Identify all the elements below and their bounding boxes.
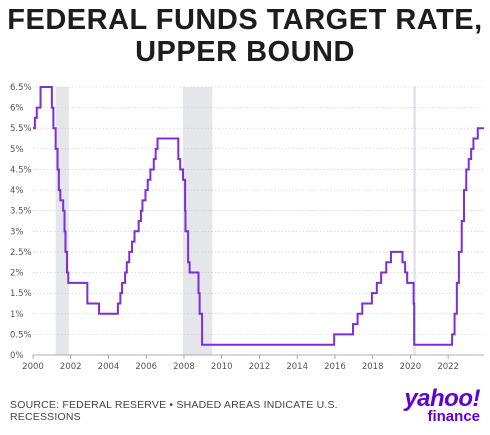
x-tick-label-6: 2012 bbox=[249, 362, 271, 372]
yahoo-finance-logo: yahoo! finance bbox=[404, 385, 480, 425]
source-note: SOURCE: FEDERAL RESERVE • SHADED AREAS I… bbox=[10, 399, 338, 423]
rate-series-line-0 bbox=[33, 86, 484, 346]
y-tick-label-8: 4% bbox=[10, 186, 24, 196]
y-tick-label-12: 6% bbox=[10, 104, 24, 114]
y-tick-label-7: 3.5% bbox=[10, 207, 32, 217]
logo-yahoo-text: yahoo! bbox=[404, 385, 480, 412]
recession-band-1 bbox=[183, 87, 213, 355]
y-tick-label-2: 1% bbox=[10, 310, 24, 320]
x-tick-label-11: 2022 bbox=[437, 362, 459, 372]
y-tick-label-5: 2.5% bbox=[10, 248, 32, 258]
y-tick-label-9: 4.5% bbox=[10, 165, 32, 175]
x-tick-label-5: 2010 bbox=[211, 362, 233, 372]
x-tick-label-2: 2004 bbox=[98, 362, 120, 372]
y-tick-label-1: 0.5% bbox=[10, 330, 32, 340]
logo-finance-text: finance bbox=[427, 408, 480, 425]
y-tick-label-11: 5.5% bbox=[10, 124, 32, 134]
chart-title-line2: UPPER BOUND bbox=[135, 36, 355, 68]
x-tick-label-3: 2006 bbox=[135, 362, 157, 372]
recession-band-2 bbox=[413, 87, 417, 355]
y-tick-label-6: 3% bbox=[10, 227, 24, 237]
x-tick-label-7: 2014 bbox=[286, 362, 308, 372]
y-tick-label-3: 1.5% bbox=[10, 289, 32, 299]
x-tick-label-10: 2020 bbox=[400, 362, 422, 372]
x-tick-label-9: 2018 bbox=[362, 362, 384, 372]
chart-title: FEDERAL FUNDS TARGET RATE, UPPER BOUND bbox=[0, 4, 490, 68]
x-tick-label-0: 2000 bbox=[22, 362, 44, 372]
x-tick-label-4: 2008 bbox=[173, 362, 195, 372]
y-tick-label-13: 6.5% bbox=[10, 83, 32, 93]
x-tick-label-1: 2002 bbox=[60, 362, 82, 372]
y-tick-label-10: 5% bbox=[10, 145, 24, 155]
y-tick-label-0: 0% bbox=[10, 351, 24, 361]
x-tick-label-8: 2016 bbox=[324, 362, 346, 372]
recession-band-0 bbox=[55, 87, 69, 355]
y-tick-label-4: 2% bbox=[10, 269, 24, 279]
chart-title-line1: FEDERAL FUNDS TARGET RATE, bbox=[7, 4, 483, 36]
